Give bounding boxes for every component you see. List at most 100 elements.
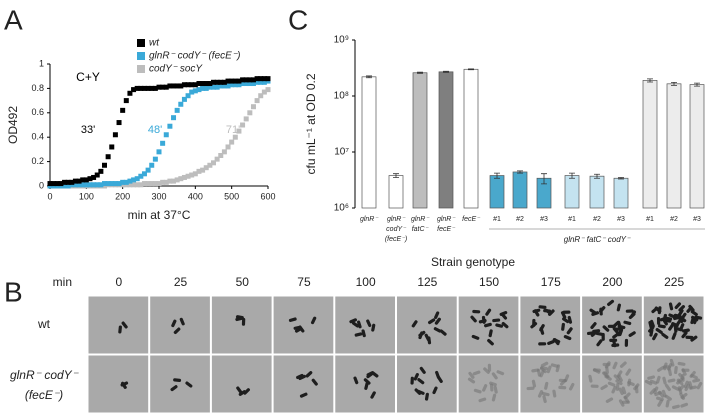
cell <box>648 325 655 333</box>
cell <box>173 378 182 382</box>
legend-swatch <box>137 52 145 60</box>
marker <box>152 181 158 187</box>
micrograph <box>149 354 211 414</box>
cell <box>288 317 297 322</box>
bar <box>463 68 479 209</box>
error-bar <box>494 172 500 179</box>
marker <box>174 107 180 113</box>
marker <box>149 85 155 91</box>
legend-label: wt <box>149 38 160 49</box>
micrograph <box>210 354 273 414</box>
marker <box>250 77 256 83</box>
cell <box>647 375 656 380</box>
cell <box>501 321 509 329</box>
marker <box>265 87 271 93</box>
cell <box>538 305 547 309</box>
micrograph <box>87 354 150 414</box>
cell <box>526 386 535 391</box>
marker <box>171 115 177 121</box>
marker <box>123 179 129 185</box>
x-tick-label: fecE⁻ <box>462 216 481 223</box>
marker <box>221 149 227 155</box>
cell <box>673 313 682 318</box>
x-tick-label: #3 <box>693 216 701 223</box>
x-tick-label: 500 <box>224 191 239 201</box>
cell <box>668 323 675 331</box>
marker <box>160 84 166 90</box>
marker <box>214 156 220 162</box>
cell <box>488 329 493 338</box>
cell <box>624 338 629 347</box>
marker <box>261 89 267 95</box>
cell <box>677 361 686 366</box>
cell <box>627 380 635 387</box>
cell <box>410 376 414 385</box>
cell <box>604 361 611 369</box>
x-tick-label: #3 <box>540 216 548 223</box>
marker <box>200 167 206 173</box>
marker <box>189 89 195 95</box>
marker <box>261 79 267 85</box>
marker <box>247 81 253 87</box>
marker <box>163 132 169 138</box>
cell <box>370 391 376 399</box>
marker <box>247 110 253 116</box>
micrograph <box>396 354 458 414</box>
error-bar <box>647 78 653 83</box>
cell <box>602 325 610 332</box>
y-axis-label: OD492 <box>6 106 20 144</box>
error-bar <box>417 71 423 74</box>
annotation: C+Y <box>76 70 100 84</box>
cell <box>672 404 680 410</box>
cell <box>353 376 359 385</box>
bar <box>438 71 454 209</box>
marker <box>87 176 93 182</box>
cell <box>674 302 682 310</box>
marker <box>167 178 173 184</box>
marker <box>131 182 137 188</box>
cell <box>618 399 625 407</box>
cell <box>599 306 606 313</box>
marker <box>221 83 227 89</box>
cell <box>424 333 430 342</box>
marker <box>112 181 118 187</box>
cell <box>121 321 128 329</box>
marker <box>218 79 224 85</box>
error-bar <box>366 75 372 79</box>
cell <box>685 335 694 340</box>
x-tick-label: #3 <box>617 216 625 223</box>
cell <box>611 385 617 394</box>
marker <box>196 87 202 93</box>
x-tick-label: 200 <box>115 191 130 201</box>
cell <box>652 332 658 341</box>
cell <box>663 362 668 371</box>
cell <box>692 378 701 383</box>
cell <box>171 319 177 328</box>
cell <box>241 317 246 326</box>
cell <box>590 322 597 330</box>
cell <box>495 323 504 328</box>
cell <box>552 389 557 398</box>
x-tick-label: #2 <box>593 216 601 223</box>
marker <box>181 96 187 102</box>
y-tick-label: 1 <box>39 58 44 68</box>
marker <box>211 79 216 85</box>
cell <box>366 319 372 328</box>
cell <box>656 316 661 325</box>
marker <box>72 182 78 188</box>
panel-label: A <box>4 4 23 35</box>
marker <box>127 178 133 184</box>
cell <box>472 370 481 376</box>
cell <box>650 319 655 328</box>
error-bar <box>468 68 474 71</box>
marker <box>225 78 231 84</box>
cell <box>681 331 688 339</box>
cell <box>417 378 425 385</box>
marker <box>163 84 169 90</box>
cell <box>628 331 636 337</box>
marker <box>258 76 264 82</box>
marker <box>145 167 151 173</box>
cell <box>609 338 618 342</box>
marker <box>120 107 126 113</box>
marker <box>65 183 71 189</box>
